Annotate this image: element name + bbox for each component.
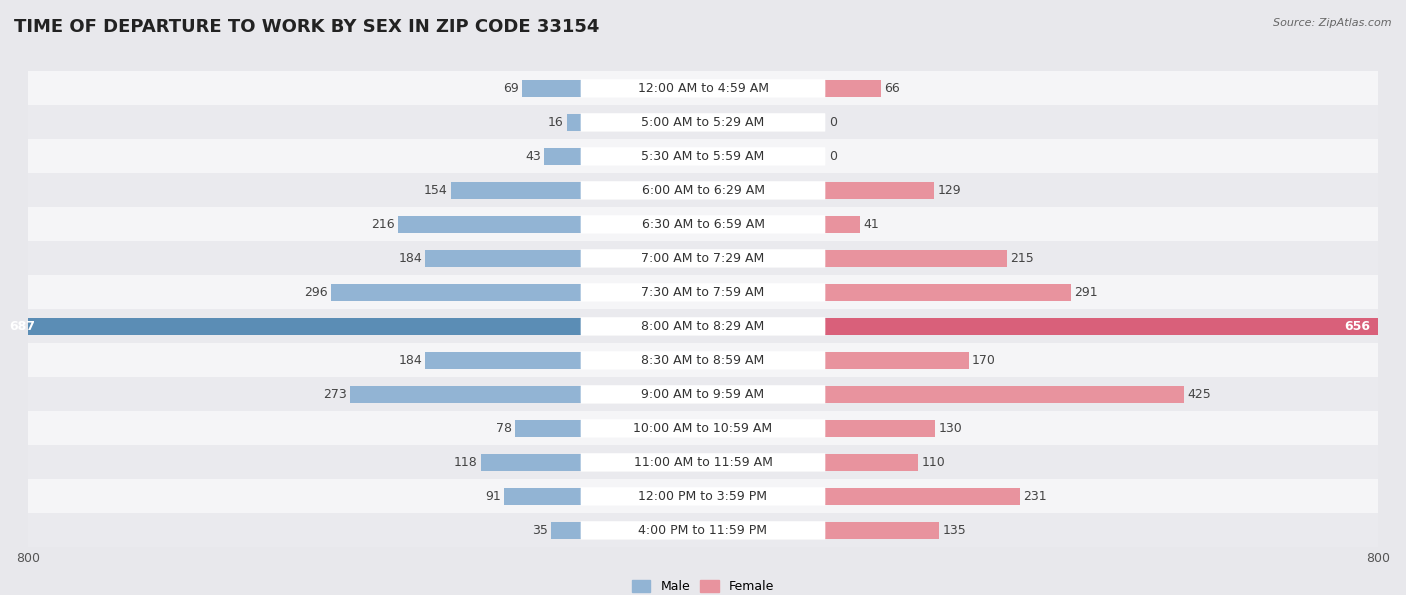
- Text: 8:30 AM to 8:59 AM: 8:30 AM to 8:59 AM: [641, 354, 765, 367]
- Text: 78: 78: [495, 422, 512, 435]
- FancyBboxPatch shape: [581, 487, 825, 506]
- Bar: [825, 352, 969, 369]
- Bar: [28, 309, 1378, 343]
- Text: 110: 110: [921, 456, 945, 469]
- Text: 154: 154: [423, 184, 447, 197]
- FancyBboxPatch shape: [581, 249, 825, 268]
- Text: 129: 129: [938, 184, 962, 197]
- Bar: [28, 208, 1378, 242]
- Text: 0: 0: [828, 116, 837, 129]
- FancyBboxPatch shape: [581, 113, 825, 131]
- Text: 231: 231: [1024, 490, 1047, 503]
- Bar: [350, 386, 581, 403]
- Text: 4:00 PM to 11:59 PM: 4:00 PM to 11:59 PM: [638, 524, 768, 537]
- Bar: [451, 181, 581, 199]
- Bar: [28, 275, 1378, 309]
- FancyBboxPatch shape: [581, 385, 825, 403]
- Text: 656: 656: [1344, 320, 1371, 333]
- FancyBboxPatch shape: [581, 147, 825, 165]
- Bar: [28, 139, 1378, 173]
- Text: 296: 296: [304, 286, 328, 299]
- Bar: [28, 343, 1378, 377]
- FancyBboxPatch shape: [581, 317, 825, 336]
- Bar: [523, 80, 581, 97]
- Text: 170: 170: [972, 354, 995, 367]
- Text: 291: 291: [1074, 286, 1098, 299]
- Text: Source: ZipAtlas.com: Source: ZipAtlas.com: [1274, 18, 1392, 28]
- Text: 41: 41: [863, 218, 879, 231]
- Bar: [28, 377, 1378, 411]
- FancyBboxPatch shape: [581, 351, 825, 369]
- Text: 5:00 AM to 5:29 AM: 5:00 AM to 5:29 AM: [641, 116, 765, 129]
- Bar: [1, 318, 581, 335]
- Bar: [825, 419, 935, 437]
- Bar: [825, 181, 934, 199]
- Text: 66: 66: [884, 82, 900, 95]
- FancyBboxPatch shape: [581, 79, 825, 98]
- Text: 118: 118: [454, 456, 478, 469]
- Bar: [28, 480, 1378, 513]
- Text: 91: 91: [485, 490, 501, 503]
- Text: 69: 69: [503, 82, 519, 95]
- FancyBboxPatch shape: [581, 419, 825, 437]
- Bar: [28, 446, 1378, 480]
- Bar: [825, 249, 1007, 267]
- Text: 43: 43: [526, 150, 541, 163]
- Bar: [426, 249, 581, 267]
- Text: 425: 425: [1187, 388, 1211, 401]
- Text: 6:30 AM to 6:59 AM: 6:30 AM to 6:59 AM: [641, 218, 765, 231]
- Bar: [544, 148, 581, 165]
- Text: 6:00 AM to 6:29 AM: 6:00 AM to 6:29 AM: [641, 184, 765, 197]
- Text: 135: 135: [942, 524, 966, 537]
- Text: TIME OF DEPARTURE TO WORK BY SEX IN ZIP CODE 33154: TIME OF DEPARTURE TO WORK BY SEX IN ZIP …: [14, 18, 599, 36]
- FancyBboxPatch shape: [581, 521, 825, 540]
- Text: 7:00 AM to 7:29 AM: 7:00 AM to 7:29 AM: [641, 252, 765, 265]
- Text: 12:00 PM to 3:59 PM: 12:00 PM to 3:59 PM: [638, 490, 768, 503]
- FancyBboxPatch shape: [581, 181, 825, 199]
- Text: 11:00 AM to 11:59 AM: 11:00 AM to 11:59 AM: [634, 456, 772, 469]
- Text: 16: 16: [548, 116, 564, 129]
- Text: 687: 687: [10, 320, 35, 333]
- Bar: [515, 419, 581, 437]
- Bar: [825, 453, 918, 471]
- Bar: [28, 71, 1378, 105]
- Text: 7:30 AM to 7:59 AM: 7:30 AM to 7:59 AM: [641, 286, 765, 299]
- Bar: [825, 522, 939, 539]
- FancyBboxPatch shape: [581, 215, 825, 234]
- Text: 8:00 AM to 8:29 AM: 8:00 AM to 8:29 AM: [641, 320, 765, 333]
- Text: 10:00 AM to 10:59 AM: 10:00 AM to 10:59 AM: [634, 422, 772, 435]
- Bar: [426, 352, 581, 369]
- Bar: [28, 242, 1378, 275]
- FancyBboxPatch shape: [581, 283, 825, 302]
- Text: 12:00 AM to 4:59 AM: 12:00 AM to 4:59 AM: [637, 82, 769, 95]
- Bar: [481, 453, 581, 471]
- Bar: [28, 105, 1378, 139]
- Text: 0: 0: [828, 150, 837, 163]
- Text: 35: 35: [531, 524, 548, 537]
- Text: 216: 216: [371, 218, 395, 231]
- Bar: [28, 513, 1378, 547]
- Text: 184: 184: [398, 354, 422, 367]
- Text: 273: 273: [323, 388, 347, 401]
- Text: 184: 184: [398, 252, 422, 265]
- Bar: [567, 114, 581, 131]
- Bar: [825, 318, 1379, 335]
- Legend: Male, Female: Male, Female: [627, 575, 779, 595]
- Text: 9:00 AM to 9:59 AM: 9:00 AM to 9:59 AM: [641, 388, 765, 401]
- Text: 5:30 AM to 5:59 AM: 5:30 AM to 5:59 AM: [641, 150, 765, 163]
- Bar: [825, 284, 1071, 301]
- Bar: [825, 80, 882, 97]
- Bar: [330, 284, 581, 301]
- Text: 130: 130: [938, 422, 962, 435]
- Bar: [825, 487, 1021, 505]
- Bar: [825, 215, 860, 233]
- Bar: [28, 411, 1378, 446]
- Bar: [28, 173, 1378, 208]
- Bar: [551, 522, 581, 539]
- Text: 215: 215: [1010, 252, 1033, 265]
- Bar: [398, 215, 581, 233]
- Bar: [503, 487, 581, 505]
- FancyBboxPatch shape: [581, 453, 825, 472]
- Bar: [825, 386, 1184, 403]
